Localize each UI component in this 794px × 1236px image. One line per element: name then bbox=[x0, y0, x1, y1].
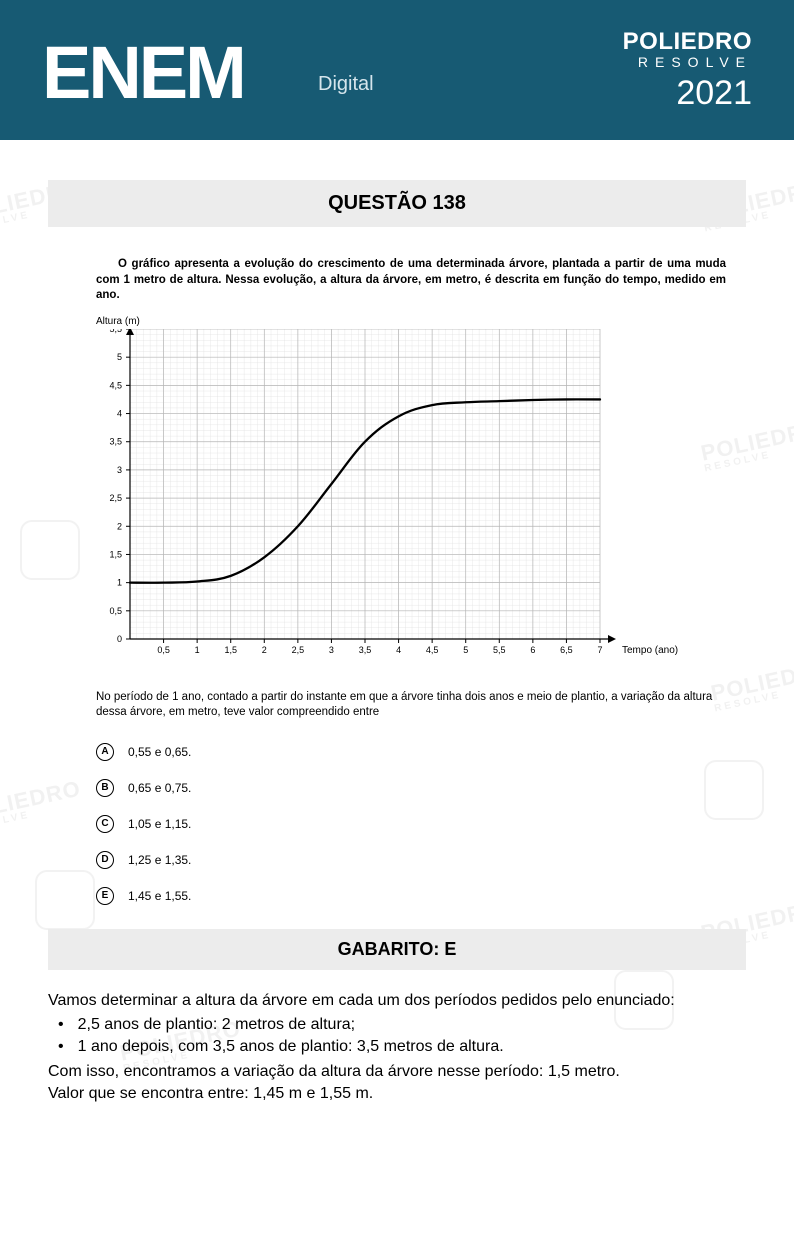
question-intro-text: O gráfico apresenta a evolução do cresci… bbox=[96, 257, 726, 304]
svg-text:4,5: 4,5 bbox=[426, 645, 439, 655]
svg-text:6: 6 bbox=[530, 645, 535, 655]
option-text: 1,25 e 1,35. bbox=[128, 853, 191, 867]
svg-text:3,5: 3,5 bbox=[359, 645, 372, 655]
svg-text:5: 5 bbox=[117, 352, 122, 362]
svg-text:3,5: 3,5 bbox=[109, 436, 122, 446]
option-letter: E bbox=[96, 887, 114, 905]
svg-text:1: 1 bbox=[195, 645, 200, 655]
brand-right: POLIEDRO RESOLVE 2021 bbox=[623, 28, 752, 113]
svg-text:4: 4 bbox=[117, 408, 122, 418]
svg-text:2,5: 2,5 bbox=[109, 493, 122, 503]
svg-text:4: 4 bbox=[396, 645, 401, 655]
y-axis-label: Altura (m) bbox=[96, 316, 746, 327]
svg-text:1,5: 1,5 bbox=[109, 549, 122, 559]
svg-text:5: 5 bbox=[463, 645, 468, 655]
option-text: 0,65 e 0,75. bbox=[128, 781, 191, 795]
option-text: 1,45 e 1,55. bbox=[128, 889, 191, 903]
growth-chart: 0 0,5 1 1,5 2 2,5 3 3,5 4 4,5 5 5,5 0,5 1 1,5 2 2,5 3 3,5 4… bbox=[96, 329, 690, 667]
brand-left: ENEM Digital bbox=[42, 30, 374, 110]
option-row[interactable]: C 1,05 e 1,15. bbox=[96, 815, 746, 833]
brand-year: 2021 bbox=[623, 74, 752, 113]
logo-subtitle: Digital bbox=[318, 73, 374, 96]
solution-item: 2,5 anos de plantio: 2 metros de altura; bbox=[48, 1014, 746, 1036]
content-area: QUESTÃO 138 O gráfico apresenta a evoluç… bbox=[0, 140, 794, 1146]
svg-text:0: 0 bbox=[117, 634, 122, 644]
option-letter: A bbox=[96, 743, 114, 761]
svg-text:3: 3 bbox=[117, 464, 122, 474]
option-letter: D bbox=[96, 851, 114, 869]
svg-text:0,5: 0,5 bbox=[157, 645, 170, 655]
svg-text:2,5: 2,5 bbox=[292, 645, 305, 655]
chart-container: Altura (m) 0 0,5 1 1,5 2 2,5 3 3,5 4 4,5 5 5,5 0,5 1 1… bbox=[96, 316, 746, 672]
svg-text:2: 2 bbox=[117, 521, 122, 531]
solution-list: 2,5 anos de plantio: 2 metros de altura;… bbox=[48, 1014, 746, 1059]
option-letter: C bbox=[96, 815, 114, 833]
option-text: 1,05 e 1,15. bbox=[128, 817, 191, 831]
question-followup-text: No período de 1 ano, contado a partir do… bbox=[96, 690, 726, 721]
option-text: 0,55 e 0,65. bbox=[128, 745, 191, 759]
brand-name: POLIEDRO bbox=[623, 28, 752, 56]
answer-key-bar: GABARITO: E bbox=[48, 929, 746, 970]
svg-text:6,5: 6,5 bbox=[560, 645, 573, 655]
svg-text:1,5: 1,5 bbox=[224, 645, 237, 655]
option-row[interactable]: A 0,55 e 0,65. bbox=[96, 743, 746, 761]
svg-text:ENEM: ENEM bbox=[42, 31, 244, 110]
svg-text:Tempo (ano): Tempo (ano) bbox=[622, 645, 678, 656]
page-header: ENEM Digital POLIEDRO RESOLVE 2021 bbox=[0, 0, 794, 140]
svg-text:3: 3 bbox=[329, 645, 334, 655]
enem-logo-svg: ENEM bbox=[42, 30, 302, 110]
option-row[interactable]: D 1,25 e 1,35. bbox=[96, 851, 746, 869]
option-row[interactable]: E 1,45 e 1,55. bbox=[96, 887, 746, 905]
svg-text:4,5: 4,5 bbox=[109, 380, 122, 390]
solution-conclusion-2: Valor que se encontra entre: 1,45 m e 1,… bbox=[48, 1083, 746, 1105]
solution-intro: Vamos determinar a altura da árvore em c… bbox=[48, 990, 746, 1012]
svg-text:7: 7 bbox=[597, 645, 602, 655]
question-title-bar: QUESTÃO 138 bbox=[48, 180, 746, 227]
svg-text:5,5: 5,5 bbox=[493, 645, 506, 655]
svg-text:5,5: 5,5 bbox=[109, 329, 122, 334]
svg-text:2: 2 bbox=[262, 645, 267, 655]
option-letter: B bbox=[96, 779, 114, 797]
svg-text:0,5: 0,5 bbox=[109, 605, 122, 615]
solution-conclusion-1: Com isso, encontramos a variação da altu… bbox=[48, 1061, 746, 1083]
options-list: A 0,55 e 0,65. B 0,65 e 0,75. C 1,05 e 1,15. D… bbox=[96, 743, 746, 905]
option-row[interactable]: B 0,65 e 0,75. bbox=[96, 779, 746, 797]
solution-item: 1 ano depois, com 3,5 anos de plantio: 3… bbox=[48, 1036, 746, 1058]
solution-block: Vamos determinar a altura da árvore em c… bbox=[48, 990, 746, 1106]
svg-text:1: 1 bbox=[117, 577, 122, 587]
brand-tagline: RESOLVE bbox=[623, 54, 752, 70]
